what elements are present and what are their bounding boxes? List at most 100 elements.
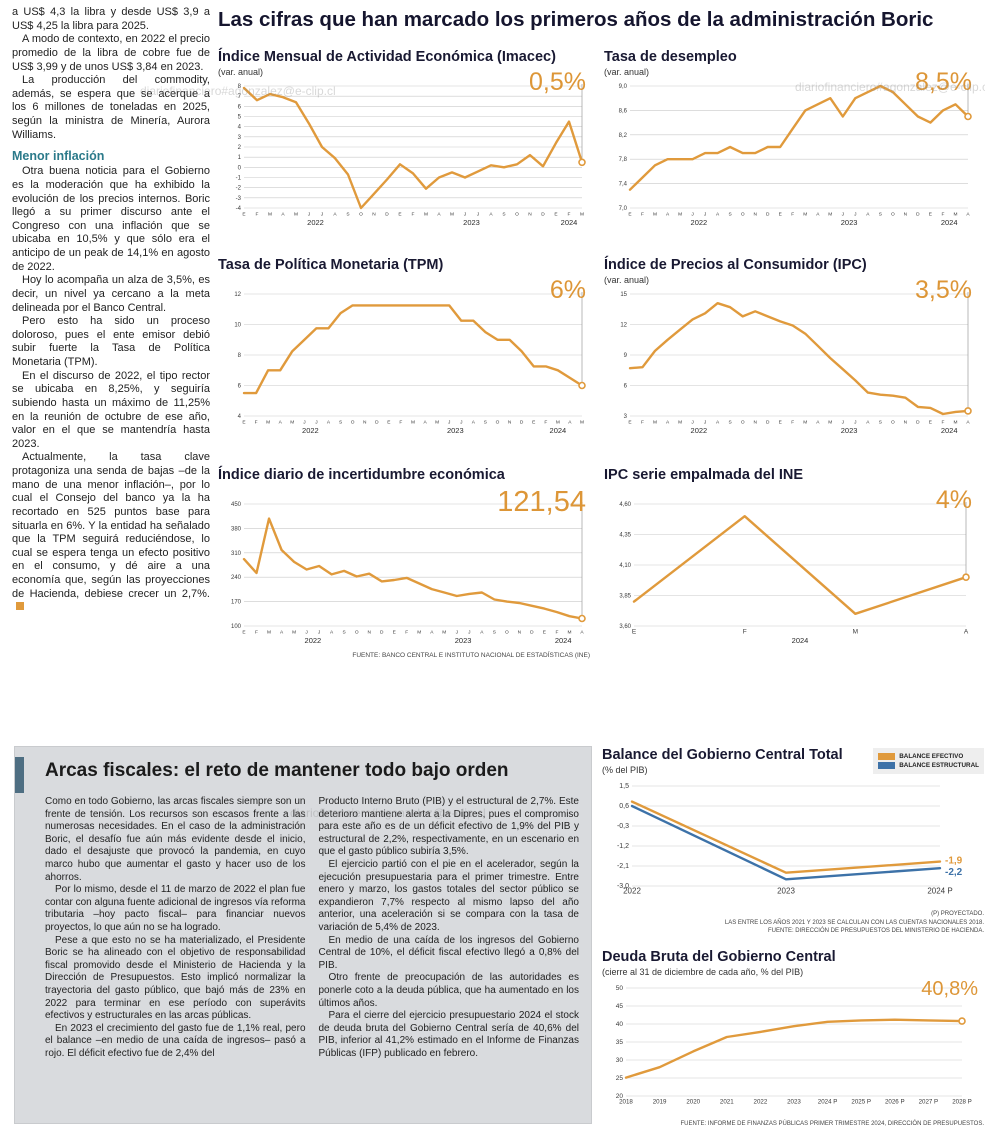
chart-plot: 15 12 9 6 3 E F M A M J J A S O N D E F M A M J J A S O N D E F M A 2022 2… [604,288,976,445]
svg-text:J: J [704,419,707,425]
svg-text:310: 310 [231,551,242,557]
svg-text:J: J [691,419,694,425]
svg-text:M: M [653,419,657,425]
svg-text:M: M [556,419,560,425]
svg-text:100: 100 [231,624,242,630]
svg-text:D: D [916,211,920,217]
chart-deuda-bruta: Deuda Bruta del Gobierno Central (cierre… [602,949,984,1129]
fiscal-section: Arcas fiscales: el reto de mantener todo… [14,746,592,1124]
svg-text:8: 8 [238,84,242,90]
svg-text:-0,3: -0,3 [617,823,629,830]
svg-text:F: F [256,211,259,217]
svg-text:D: D [380,629,384,635]
svg-text:E: E [393,629,396,635]
svg-text:4: 4 [238,125,242,131]
chart-ipc: Índice de Precios al Consumidor (IPC) (v… [604,257,976,445]
legend-swatch-estructural [878,762,896,769]
svg-text:J: J [468,629,471,635]
svg-text:7,8: 7,8 [619,157,628,163]
svg-text:2020: 2020 [686,1098,700,1105]
svg-text:A: A [866,211,870,217]
chart-subtitle: (% del PIB) [602,764,648,775]
chart-subtitle: (var. anual) [218,66,264,77]
svg-text:A: A [330,629,334,635]
fiscal-column-1: Como en todo Gobierno, las arcas fiscale… [45,796,306,1060]
svg-text:O: O [741,211,745,217]
svg-text:2022: 2022 [623,886,641,895]
svg-text:M: M [678,419,682,425]
chart-subtitle: (var. anual) [604,274,650,285]
svg-text:F: F [556,629,559,635]
svg-text:O: O [741,419,745,425]
svg-text:-1,9: -1,9 [945,856,963,867]
svg-text:-1,2: -1,2 [617,843,629,850]
svg-text:M: M [828,211,832,217]
svg-text:M: M [290,419,294,425]
svg-text:-3,0: -3,0 [617,883,629,890]
svg-text:2023: 2023 [777,886,795,895]
chart-highlight-value: 40,8% [921,978,978,1000]
chart-subtitle: (cierre al 31 de diciembre de cada año, … [602,966,804,977]
svg-text:N: N [528,211,532,217]
svg-text:F: F [791,419,794,425]
svg-text:J: J [704,211,707,217]
svg-text:D: D [541,211,545,217]
svg-text:240: 240 [231,575,242,581]
svg-text:M: M [450,211,454,217]
svg-text:15: 15 [620,292,627,298]
svg-text:E: E [242,211,245,217]
chart-title: Índice diario de incertidumbre económica [218,467,505,483]
chart-incertidumbre: Índice diario de incertidumbre económica… [218,467,590,655]
svg-text:D: D [385,211,389,217]
legend-item-efectivo: BALANCE EFECTIVO [878,753,979,760]
svg-text:M: M [424,211,428,217]
svg-text:A: A [437,211,441,217]
svg-text:M: M [266,419,270,425]
svg-text:25: 25 [616,1075,624,1082]
legend-swatch-efectivo [878,753,896,760]
svg-text:2022: 2022 [305,636,322,645]
svg-text:J: J [842,419,845,425]
svg-text:F: F [255,419,258,425]
svg-text:A: A [964,628,969,635]
svg-text:O: O [355,629,359,635]
svg-text:A: A [966,211,970,217]
paragraph: Pese a que esto no se ha materializado, … [45,934,306,1022]
svg-text:J: J [842,211,845,217]
svg-text:A: A [472,419,476,425]
svg-text:9: 9 [624,353,628,359]
svg-text:F: F [412,211,415,217]
page-title: Las cifras que han marcado los primeros … [218,8,934,31]
svg-text:A: A [480,629,484,635]
svg-text:O: O [891,419,895,425]
svg-text:4: 4 [238,414,242,420]
svg-text:1,5: 1,5 [619,783,629,790]
svg-text:M: M [853,628,858,635]
svg-text:2024: 2024 [555,636,572,645]
paragraph: a US$ 4,3 la libra y desde US$ 3,9 a US$… [12,6,210,32]
svg-text:10: 10 [234,322,241,328]
svg-text:J: J [318,629,321,635]
chart-title: Índice Mensual de Actividad Económica (I… [218,49,556,65]
svg-text:2024: 2024 [941,218,958,227]
svg-text:4,10: 4,10 [619,563,631,569]
svg-text:F: F [399,419,402,425]
chart-highlight-value: 0,5% [529,68,586,96]
svg-text:F: F [791,211,794,217]
paragraph: Hoy lo acompaña un alza de 3,5%, es deci… [12,274,210,314]
svg-text:4,60: 4,60 [619,502,631,508]
svg-text:7,4: 7,4 [619,182,628,188]
svg-text:3: 3 [238,135,242,141]
legend-label: BALANCE ESTRUCTURAL [899,762,979,769]
paragraph: Producto Interno Bruto (PIB) y el estruc… [318,796,580,858]
svg-text:8,6: 8,6 [619,108,628,114]
svg-text:-3: -3 [236,196,242,202]
footnote: FUENTE: DIRECCIÓN DE PRESUPUESTOS DEL MI… [767,928,984,935]
chart-plot: 450 380 310 240 170 100 E F M A M J J A S O N D E F M A M J J A S O… [218,498,590,655]
svg-text:O: O [505,629,509,635]
svg-text:M: M [417,629,421,635]
svg-text:N: N [363,419,367,425]
svg-text:2021: 2021 [720,1098,734,1105]
chart-subtitle [218,275,590,286]
chart-title: Tasa de Política Monetaria (TPM) [218,257,444,273]
